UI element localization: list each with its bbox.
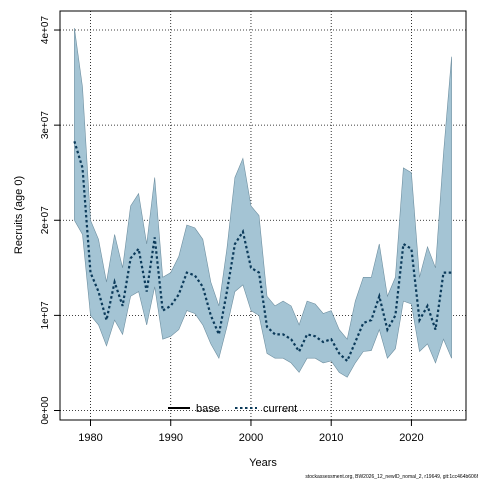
y-tick-label: 1e+07 xyxy=(40,301,51,330)
x-tick-label: 2020 xyxy=(399,432,423,444)
legend-base-label: base xyxy=(196,403,220,415)
x-tick-label: 1990 xyxy=(158,432,182,444)
x-axis-label: Years xyxy=(249,457,277,469)
current-series-line xyxy=(73,140,452,363)
legend-current-label: current xyxy=(263,403,297,415)
x-tick-label: 1980 xyxy=(78,432,102,444)
y-axis-label: Recruits (age 0) xyxy=(13,176,25,254)
x-tick-label: 2000 xyxy=(239,432,263,444)
legend: base current xyxy=(168,403,297,415)
y-tick-label: 0e+00 xyxy=(40,396,51,425)
source-footer: stockassessment.org, BW2026_12_newID_nom… xyxy=(305,474,478,480)
axes: 1980 1990 2000 2010 2020 0e+00 1e+07 2e+07 3e+07… xyxy=(40,16,424,444)
confidence-band xyxy=(74,28,452,378)
y-tick-label: 2e+07 xyxy=(40,206,51,235)
x-tick-label: 2010 xyxy=(319,432,343,444)
y-tick-label: 3e+07 xyxy=(40,111,51,140)
plot-frame xyxy=(59,10,467,421)
y-tick-label: 4e+07 xyxy=(40,16,51,45)
